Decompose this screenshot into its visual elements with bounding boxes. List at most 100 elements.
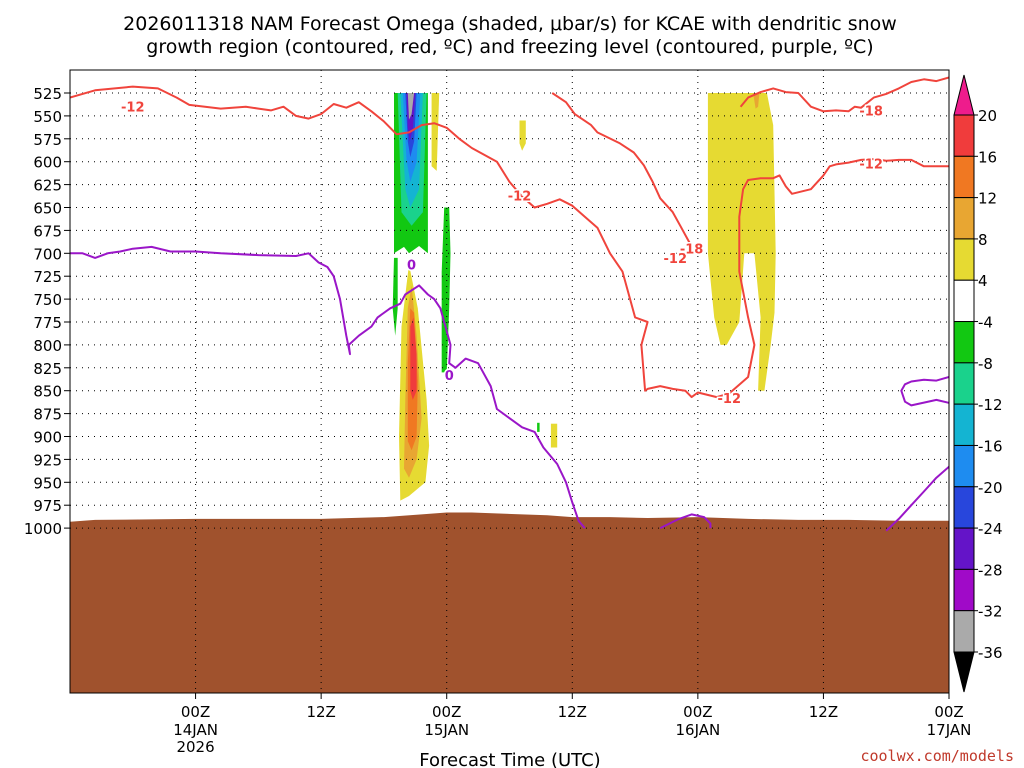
chart-title-line1: 2026011318 NAM Forecast Omega (shaded, μ… <box>123 13 897 35</box>
freezing-contour-0 <box>70 245 586 529</box>
y-tick-label-850: 850 <box>33 383 62 401</box>
colorbar-label-2: 12 <box>978 190 997 208</box>
y-tick-label-600: 600 <box>33 154 62 172</box>
colorbar-label-3: 8 <box>978 231 988 249</box>
dgz-label-0: -12 <box>664 252 688 267</box>
y-tick-label-575: 575 <box>33 131 62 149</box>
dgz-label-2: -18 <box>859 104 883 119</box>
x-tick-label-0: 00Z <box>181 703 210 721</box>
y-tick-label-950: 950 <box>33 474 62 492</box>
x-tick-sublabel-20-0: 15JAN <box>424 721 469 739</box>
colorbar-bottom-arrow <box>953 651 975 693</box>
colorbar-box-1 <box>953 155 975 199</box>
omega-region-16 <box>550 423 558 448</box>
x-tick-label-30: 12Z <box>558 703 587 721</box>
colorbar-label-12: -32 <box>978 603 1003 621</box>
omega-region-17 <box>707 93 776 391</box>
chart-title-line2: growth region (contoured, red, ºC) and f… <box>146 36 873 58</box>
x-tick-sublabel-0-1: 2026 <box>176 738 214 756</box>
y-tick-label-675: 675 <box>33 222 62 240</box>
omega-region-9 <box>537 422 540 432</box>
colorbar-box-3 <box>953 238 975 281</box>
credit-text: coolwx.com/models <box>860 747 1014 765</box>
freezing-label-1: 0 <box>407 258 416 273</box>
freezing-contour-2 <box>659 513 712 529</box>
colorbar-box-11 <box>953 568 975 612</box>
y-tick-label-550: 550 <box>33 108 62 126</box>
x-axis-title: Forecast Time (UTC) <box>419 750 600 768</box>
y-tick-label-700: 700 <box>33 245 62 263</box>
colorbar-label-0: 20 <box>978 107 997 125</box>
x-tick-label-50: 12Z <box>809 703 838 721</box>
y-tick-label-825: 825 <box>33 360 62 378</box>
colorbar-label-5: -4 <box>978 314 993 332</box>
x-tick-sublabel-40-0: 16JAN <box>675 721 720 739</box>
ground-layer <box>70 512 949 693</box>
dgz-label-low: -12 <box>718 392 742 407</box>
freezing-level-contours <box>70 245 949 532</box>
y-tick-label-775: 775 <box>33 314 62 332</box>
colorbar-box-6 <box>953 362 975 405</box>
x-tick-label-60: 00Z <box>934 703 963 721</box>
colorbar: 20 16 12 8 4 -4 -8 -12 -16 -20 -24 -28 -32 -36 <box>953 74 1003 693</box>
y-tick-label-650: 650 <box>33 200 62 218</box>
colorbar-box-5 <box>953 321 975 364</box>
dgz-label-extra-2: -12 <box>508 190 532 205</box>
colorbar-label-9: -20 <box>978 479 1003 497</box>
x-tick-label-20: 00Z <box>432 703 461 721</box>
y-axis: 525 550 575 600 625 650 675 700 725 750 775 800 825 8… <box>24 85 70 538</box>
y-tick-label-750: 750 <box>33 291 62 309</box>
plot-frame <box>69 69 950 694</box>
dgz-contour-2 <box>739 76 949 113</box>
colorbar-label-13: -36 <box>978 644 1003 662</box>
x-tick-label-10: 12Z <box>306 703 335 721</box>
colorbar-box-4 <box>953 279 975 323</box>
colorbar-label-11: -28 <box>978 561 1003 579</box>
y-tick-label-625: 625 <box>33 177 62 195</box>
ground-terrain <box>70 512 949 693</box>
y-tick-label-925: 925 <box>33 451 62 469</box>
colorbar-label-4: 4 <box>978 272 988 290</box>
colorbar-label-8: -16 <box>978 437 1003 455</box>
omega-region-13 <box>410 317 417 400</box>
colorbar-label-6: -8 <box>978 355 993 373</box>
y-tick-label-800: 800 <box>33 337 62 355</box>
colorbar-box-12 <box>953 610 975 653</box>
omega-region-18 <box>753 93 760 109</box>
omega-region-7 <box>441 207 451 373</box>
x-tick-sublabel-60-0: 17JAN <box>927 721 972 739</box>
y-tick-label-900: 900 <box>33 429 62 447</box>
y-tick-label-1000: 1000 <box>24 520 62 538</box>
dgz-label-extra-0: -12 <box>121 101 145 116</box>
colorbar-box-0 <box>953 114 975 157</box>
colorbar-box-7 <box>953 403 975 446</box>
dgz-contour-1 <box>551 92 692 245</box>
omega-region-15 <box>519 120 526 151</box>
colorbar-label-10: -24 <box>978 520 1003 538</box>
dgz-label-1: -18 <box>680 243 704 258</box>
dendritic-growth-contours <box>70 76 949 399</box>
dgz-contour-0 <box>70 85 949 399</box>
colorbar-box-2 <box>953 197 975 240</box>
colorbar-label-7: -12 <box>978 396 1003 414</box>
colorbar-box-8 <box>953 444 975 488</box>
dgz-label-extra-1: -12 <box>859 158 883 173</box>
colorbar-box-10 <box>953 527 975 570</box>
omega-region-6 <box>407 93 415 120</box>
colorbar-box-9 <box>953 486 975 529</box>
y-tick-label-725: 725 <box>33 268 62 286</box>
freezing-label-0: 0 <box>445 369 454 384</box>
colorbar-label-1: 16 <box>978 148 997 166</box>
y-tick-label-525: 525 <box>33 85 62 103</box>
y-tick-label-975: 975 <box>33 497 62 515</box>
gridlines <box>70 70 949 693</box>
freezing-contour-3 <box>885 375 949 532</box>
omega-region-14 <box>431 93 440 171</box>
x-tick-label-40: 00Z <box>683 703 712 721</box>
colorbar-top-arrow <box>953 74 975 116</box>
omega-region-8 <box>392 257 398 336</box>
y-tick-label-875: 875 <box>33 406 62 424</box>
